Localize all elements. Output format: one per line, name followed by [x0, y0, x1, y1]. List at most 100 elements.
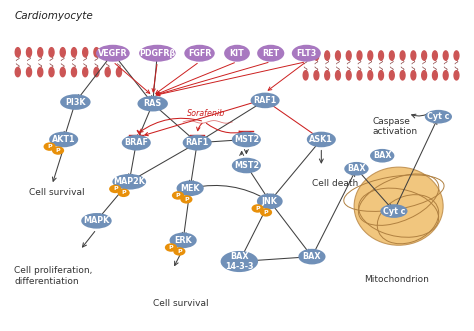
- Ellipse shape: [357, 51, 362, 60]
- Text: P: P: [176, 193, 180, 198]
- Circle shape: [52, 146, 64, 155]
- Text: P: P: [56, 148, 60, 153]
- Ellipse shape: [49, 132, 78, 147]
- Circle shape: [109, 185, 121, 193]
- Text: VEGFR: VEGFR: [98, 49, 128, 58]
- Ellipse shape: [346, 51, 351, 60]
- Ellipse shape: [379, 71, 383, 80]
- Text: P: P: [169, 245, 173, 250]
- Circle shape: [252, 204, 264, 213]
- Text: PI3K: PI3K: [65, 98, 86, 107]
- Text: MEK: MEK: [181, 184, 200, 193]
- Text: RAS: RAS: [144, 99, 162, 108]
- Ellipse shape: [325, 71, 329, 80]
- Ellipse shape: [368, 71, 373, 80]
- Ellipse shape: [336, 71, 340, 80]
- Ellipse shape: [224, 45, 250, 62]
- Text: FLT3: FLT3: [296, 49, 317, 58]
- Ellipse shape: [432, 71, 438, 80]
- Text: BRAF: BRAF: [124, 138, 148, 147]
- Ellipse shape: [137, 96, 168, 112]
- Ellipse shape: [27, 48, 32, 57]
- Ellipse shape: [139, 45, 176, 62]
- Ellipse shape: [122, 135, 151, 151]
- Ellipse shape: [251, 93, 280, 108]
- Text: MST2: MST2: [234, 135, 259, 144]
- Ellipse shape: [298, 249, 326, 264]
- Ellipse shape: [303, 71, 308, 80]
- Ellipse shape: [49, 68, 54, 77]
- Ellipse shape: [454, 71, 459, 80]
- Text: AKT1: AKT1: [52, 135, 75, 144]
- Ellipse shape: [443, 71, 448, 80]
- Ellipse shape: [117, 68, 121, 77]
- Text: RAF1: RAF1: [185, 138, 209, 147]
- Ellipse shape: [60, 68, 65, 77]
- Ellipse shape: [38, 48, 43, 57]
- Circle shape: [44, 142, 56, 151]
- Ellipse shape: [182, 135, 212, 151]
- Ellipse shape: [94, 48, 99, 57]
- Text: RAF1: RAF1: [254, 96, 277, 105]
- Circle shape: [118, 189, 130, 197]
- Ellipse shape: [400, 71, 405, 80]
- Circle shape: [173, 247, 185, 256]
- Ellipse shape: [15, 68, 20, 77]
- Ellipse shape: [314, 71, 319, 80]
- Ellipse shape: [72, 68, 76, 77]
- Ellipse shape: [105, 68, 110, 77]
- Ellipse shape: [443, 51, 448, 60]
- Text: RET: RET: [262, 49, 279, 58]
- Ellipse shape: [38, 68, 43, 77]
- Ellipse shape: [82, 48, 88, 57]
- Ellipse shape: [400, 51, 405, 60]
- Ellipse shape: [257, 194, 283, 209]
- Ellipse shape: [94, 68, 99, 77]
- Ellipse shape: [170, 233, 197, 248]
- Ellipse shape: [379, 51, 383, 60]
- Ellipse shape: [344, 162, 369, 175]
- Ellipse shape: [72, 48, 76, 57]
- Ellipse shape: [177, 180, 204, 196]
- Text: Cell survival: Cell survival: [153, 299, 208, 308]
- Text: KIT: KIT: [229, 49, 245, 58]
- Text: P: P: [113, 186, 118, 191]
- Text: BAX: BAX: [347, 164, 366, 173]
- Text: Caspase
activation: Caspase activation: [373, 117, 418, 136]
- Ellipse shape: [390, 71, 394, 80]
- Ellipse shape: [432, 51, 438, 60]
- Text: P: P: [264, 210, 268, 215]
- Ellipse shape: [60, 94, 91, 110]
- Ellipse shape: [422, 51, 427, 60]
- Ellipse shape: [325, 51, 329, 60]
- Ellipse shape: [411, 51, 416, 60]
- Ellipse shape: [96, 45, 130, 62]
- Ellipse shape: [390, 51, 394, 60]
- Ellipse shape: [60, 48, 65, 57]
- Text: ASK1: ASK1: [310, 135, 333, 144]
- Text: P: P: [121, 190, 126, 195]
- Ellipse shape: [82, 68, 88, 77]
- Text: MAP2K: MAP2K: [113, 177, 145, 186]
- Ellipse shape: [454, 51, 459, 60]
- Ellipse shape: [303, 51, 308, 60]
- Text: P: P: [47, 144, 52, 149]
- Ellipse shape: [422, 71, 427, 80]
- Circle shape: [165, 243, 177, 252]
- Circle shape: [180, 195, 192, 204]
- Ellipse shape: [15, 48, 20, 57]
- Text: Cyt c: Cyt c: [383, 207, 405, 215]
- Ellipse shape: [370, 149, 394, 163]
- Text: ERK: ERK: [174, 236, 192, 245]
- Ellipse shape: [27, 68, 32, 77]
- Ellipse shape: [368, 51, 373, 60]
- Ellipse shape: [220, 251, 258, 272]
- Ellipse shape: [105, 48, 110, 57]
- Ellipse shape: [49, 48, 54, 57]
- Text: Cardiomyocyte: Cardiomyocyte: [15, 11, 93, 21]
- Ellipse shape: [184, 45, 215, 62]
- Ellipse shape: [257, 45, 284, 62]
- Text: P: P: [255, 206, 260, 211]
- Ellipse shape: [346, 71, 351, 80]
- Circle shape: [172, 191, 184, 200]
